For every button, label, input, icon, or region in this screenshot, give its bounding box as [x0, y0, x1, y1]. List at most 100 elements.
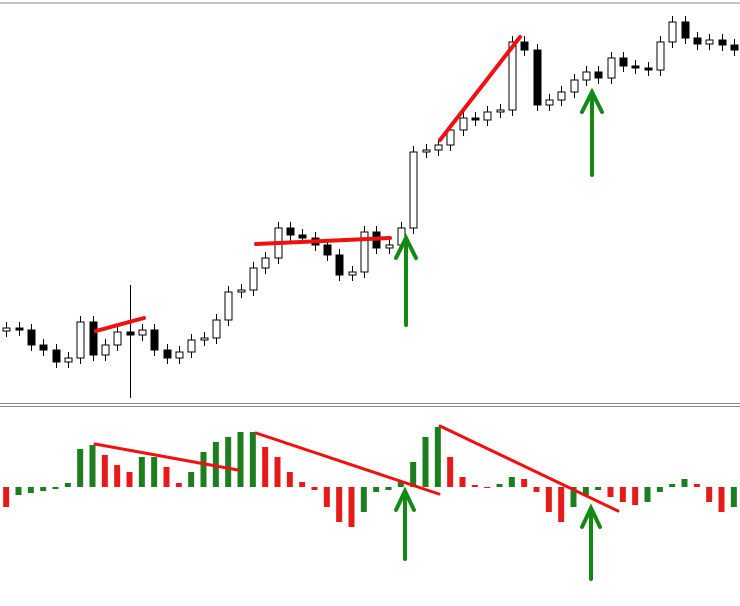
candle-body-up [582, 71, 591, 81]
histogram-bar [3, 487, 10, 507]
histogram-bar [730, 487, 737, 507]
candle-body-up [668, 21, 677, 43]
histogram-bar [410, 462, 417, 487]
trend-line [93, 442, 240, 472]
histogram-bar [508, 477, 515, 487]
histogram-bar [718, 487, 725, 512]
histogram-bar [249, 432, 256, 487]
candle-body-down [520, 41, 529, 51]
histogram-bar [570, 487, 577, 507]
candle-body-up [2, 327, 11, 332]
histogram-bar [397, 482, 404, 487]
histogram-bar [114, 465, 121, 487]
histogram-bar [237, 432, 244, 487]
candle-body-down [471, 117, 480, 121]
candle-body-down [27, 329, 36, 346]
candle-body-down [533, 49, 542, 106]
candle-body-down [631, 65, 640, 69]
candle-body-up [459, 117, 468, 131]
candle-body-down [150, 329, 159, 351]
candle-body-up [434, 144, 443, 151]
histogram-bar [582, 487, 589, 495]
histogram-bar [471, 485, 478, 487]
histogram-bar [299, 482, 306, 487]
candle-body-up [496, 109, 505, 113]
histogram-bar [336, 487, 343, 522]
histogram-bar [669, 484, 676, 487]
candle-body-up [385, 244, 394, 249]
histogram-bar [545, 487, 552, 512]
histogram-bar [693, 484, 700, 487]
histogram-bar [595, 487, 602, 490]
histogram-bar [163, 467, 170, 487]
histogram-bar [262, 447, 269, 487]
histogram-bar [422, 437, 429, 487]
histogram-bar [64, 483, 71, 487]
histogram-bar [323, 487, 330, 507]
candle-body-up [187, 339, 196, 353]
candle-body-up [249, 267, 258, 291]
trend-line [438, 35, 522, 142]
candle-body-down [644, 67, 653, 71]
histogram-bar [225, 437, 232, 487]
histogram-bar [360, 487, 367, 512]
candle-body-up [261, 257, 270, 269]
candle-body-down [89, 321, 98, 356]
histogram-bar [77, 449, 84, 487]
histogram-bar [681, 479, 688, 487]
candle-body-down [335, 254, 344, 276]
trend-line [94, 316, 146, 333]
candle-body-up [557, 91, 566, 101]
histogram-bar [52, 487, 59, 489]
candle-body-up [348, 271, 357, 276]
candle-body-up [200, 337, 209, 341]
candle-body-up [64, 357, 73, 363]
candle-body-up [422, 149, 431, 153]
histogram-bar [27, 487, 34, 493]
trend-line [254, 431, 441, 496]
arrow [394, 486, 416, 561]
candle-body-up [175, 351, 184, 359]
histogram-bar [274, 457, 281, 487]
candle-body-down [52, 349, 61, 363]
arrow [580, 87, 604, 177]
histogram-bar [619, 487, 626, 502]
histogram-bar [656, 487, 663, 492]
histogram-bar [151, 457, 158, 487]
candle-body-up [101, 344, 110, 356]
candle-body-up [483, 111, 492, 121]
histogram-bar [496, 484, 503, 487]
histogram-bar [200, 452, 207, 487]
histogram-bar [311, 487, 318, 490]
histogram-bar [89, 445, 96, 487]
candle-body-down [594, 71, 603, 79]
trend-line [254, 236, 392, 246]
histogram-bar [348, 487, 355, 527]
histogram-bar [15, 487, 22, 495]
candle-body-down [126, 331, 135, 336]
candle-body-down [693, 37, 702, 45]
annotations [93, 35, 620, 581]
trend-line [438, 424, 620, 513]
candle-body-down [15, 327, 24, 331]
arrow [580, 503, 602, 581]
histogram-bar [126, 472, 133, 487]
candle-body-up [508, 41, 517, 111]
histogram-bar [434, 427, 441, 487]
candle-body-down [163, 349, 172, 359]
oscillator-panel [3, 427, 737, 527]
histogram-bar [385, 487, 392, 490]
histogram-bar [40, 487, 47, 491]
candle-body-up [705, 39, 714, 45]
candle-body-up [76, 321, 85, 359]
candle-body-up [360, 231, 369, 273]
histogram-bar [706, 487, 713, 502]
histogram-bar [188, 472, 195, 487]
histogram-bar [484, 487, 491, 488]
candle-body-down [718, 39, 727, 46]
histogram-bar [286, 472, 293, 487]
candle-body-up [237, 289, 246, 293]
candle-body-up [545, 99, 554, 106]
